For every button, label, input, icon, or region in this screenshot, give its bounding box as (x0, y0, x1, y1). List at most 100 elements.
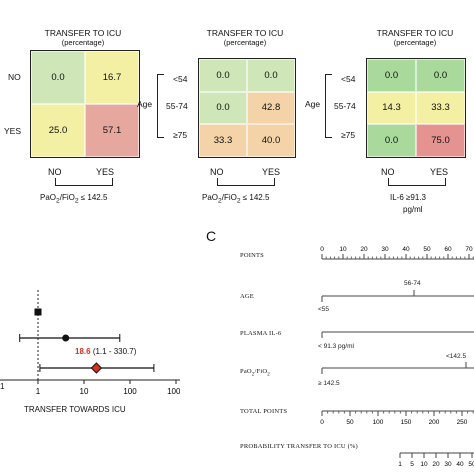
x-tick-label: 1 (36, 387, 41, 396)
heatmap-cell: 0.0 (367, 59, 416, 92)
x-axis-label: IL-6 ≥91.3 (390, 193, 426, 202)
heatmap-cell: 25.0 (31, 104, 85, 157)
axis-tick-label: 40 (402, 246, 410, 253)
heatmap-cell: 0.0 (247, 59, 295, 92)
col-label: YES (96, 167, 115, 177)
bracket (217, 178, 275, 186)
estimate-marker (34, 308, 42, 316)
axis-tick-label: 20 (432, 461, 440, 468)
nomogram-total-label: TOTAL POINTS (240, 408, 288, 415)
highlight-annotation: 18.6 (1.1 - 330.7) (75, 347, 136, 356)
heatmap-cell: 42.8 (247, 91, 295, 125)
forest-x-label: TRANSFER TOWARDS ICU (24, 405, 126, 414)
heatmap-cell: 0.0 (199, 91, 247, 125)
x-tick-label: 10 (80, 387, 89, 396)
col-label: YES (262, 167, 281, 177)
axis-tick-label: 50 (346, 419, 354, 426)
il6-label-low: < 91.3 pg/ml (318, 343, 354, 350)
row-bracket (157, 74, 164, 138)
x-ticks: 1 10 100 1000 (36, 380, 180, 396)
heatmap-grid: 0.0 0.0 14.3 33.3 0.0 75.0 (366, 58, 466, 158)
x-axis-label: PaO2/FiO2 ≤ 142.5 (202, 193, 270, 205)
panel-3-subtitle: (percentage) (393, 38, 437, 47)
heatmap-cell: 33.3 (416, 91, 465, 125)
row-label: <54 (173, 74, 188, 84)
highlight-value: 18.6 (75, 347, 91, 356)
points-ticks: 0 10 20 30 40 50 60 70 (320, 246, 474, 259)
nomogram-axes: 0 10 20 30 40 50 60 70 0 50 100 150 200 250 1 5 10 20 30… (320, 246, 474, 468)
row-group-label: Age (137, 99, 153, 109)
row-label: ≥75 (341, 130, 356, 140)
estimate-marker (90, 362, 103, 374)
heatmap-cell: 75.0 (416, 124, 465, 157)
axis-tick-label: 100 (373, 419, 384, 426)
axis-tick-label: 70 (465, 246, 473, 253)
axis-tick-label: 30 (444, 461, 452, 468)
age-label-low: <55 (318, 306, 330, 313)
bracket (388, 178, 446, 186)
estimate-marker (62, 334, 70, 342)
x-axis-label: PaO2/FiO2 ≤ 142.5 (40, 193, 108, 205)
col-label: NO (210, 167, 224, 177)
panel-1-title: TRANSFER TO ICU (44, 28, 122, 38)
x-tick-label: 100 (123, 387, 137, 396)
heatmap-cell: 14.3 (367, 91, 416, 125)
axis-tick-label: 0 (320, 419, 324, 426)
panel-3-title: TRANSFER TO ICU (376, 28, 454, 38)
heatmap-cell: 0.0 (367, 124, 416, 157)
panel-1-subtitle: (percentage) (61, 38, 105, 47)
pao2-label-low: ≥ 142.5 (318, 380, 340, 387)
col-label: YES (430, 167, 449, 177)
axis-tick-label: 10 (420, 461, 428, 468)
heatmap-cell: 57.1 (85, 104, 139, 157)
row-label: NO (8, 72, 21, 82)
axis-tick-label: 250 (457, 419, 468, 426)
axis-tick-label: 60 (444, 246, 452, 253)
bracket (55, 178, 113, 186)
heatmap-cell: 33.3 (199, 124, 247, 157)
heatmap-grid: 0.0 16.7 25.0 57.1 (30, 50, 140, 158)
axis-fragment-left: 1 (0, 382, 5, 391)
col-label: NO (381, 167, 395, 177)
heatmap-cell: 16.7 (85, 51, 139, 104)
axis-tick-label: 150 (401, 419, 412, 426)
heatmap-cell: 0.0 (199, 59, 247, 92)
axis-tick-label: 5 (410, 461, 414, 468)
nomogram-prob-label: PROBABILITY TRANSFER TO ICU (%) (240, 443, 358, 450)
nomogram-age-label: AGE (240, 293, 254, 300)
forest-plot: 1 10 100 1000 (0, 290, 180, 396)
heatmap-cell: 0.0 (31, 51, 85, 104)
x-axis-label-line2: pg/ml (403, 205, 423, 214)
axis-tick-label: 20 (360, 246, 368, 253)
panel-c-letter: C (206, 228, 217, 244)
heatmap-grid: 0.0 0.0 0.0 42.8 33.3 40.0 (198, 58, 296, 158)
axis-tick-label: 50 (468, 461, 474, 468)
col-label: NO (48, 167, 62, 177)
row-label: <54 (341, 74, 356, 84)
row-label: 55-74 (166, 101, 188, 111)
axis-tick-label: 50 (423, 246, 431, 253)
heatmap-cell: 40.0 (247, 124, 295, 157)
forest-marks (19, 308, 155, 374)
row-label: ≥75 (173, 130, 188, 140)
row-label: 55-74 (334, 101, 356, 111)
nomogram-pao2-label: PaO2/FiO2 (240, 368, 270, 378)
axis-tick-label: 30 (381, 246, 389, 253)
row-bracket (325, 74, 332, 138)
row-label: YES (4, 126, 22, 136)
panel-2-subtitle: (percentage) (223, 38, 267, 47)
highlight-ci: (1.1 - 330.7) (92, 347, 137, 356)
heatmap-cell: 0.0 (416, 59, 465, 92)
axis-tick-label: 40 (456, 461, 464, 468)
total-ticks: 0 50 100 150 200 250 (320, 411, 474, 426)
pao2-label-high: <142.5 (446, 353, 467, 360)
axis-tick-label: 0 (320, 246, 324, 253)
age-label-mid: 56-74 (404, 280, 421, 287)
prob-ticks: 1 5 10 20 30 40 50 (398, 453, 474, 468)
axis-tick-label: 200 (429, 419, 440, 426)
axis-tick-label: 1 (398, 461, 402, 468)
x-tick-label: 1000 (167, 387, 180, 396)
nomogram-il6-label: PLASMA IL-6 (240, 330, 282, 337)
nomogram-points-label: POINTS (240, 252, 264, 259)
panel-2-title: TRANSFER TO ICU (206, 28, 284, 38)
